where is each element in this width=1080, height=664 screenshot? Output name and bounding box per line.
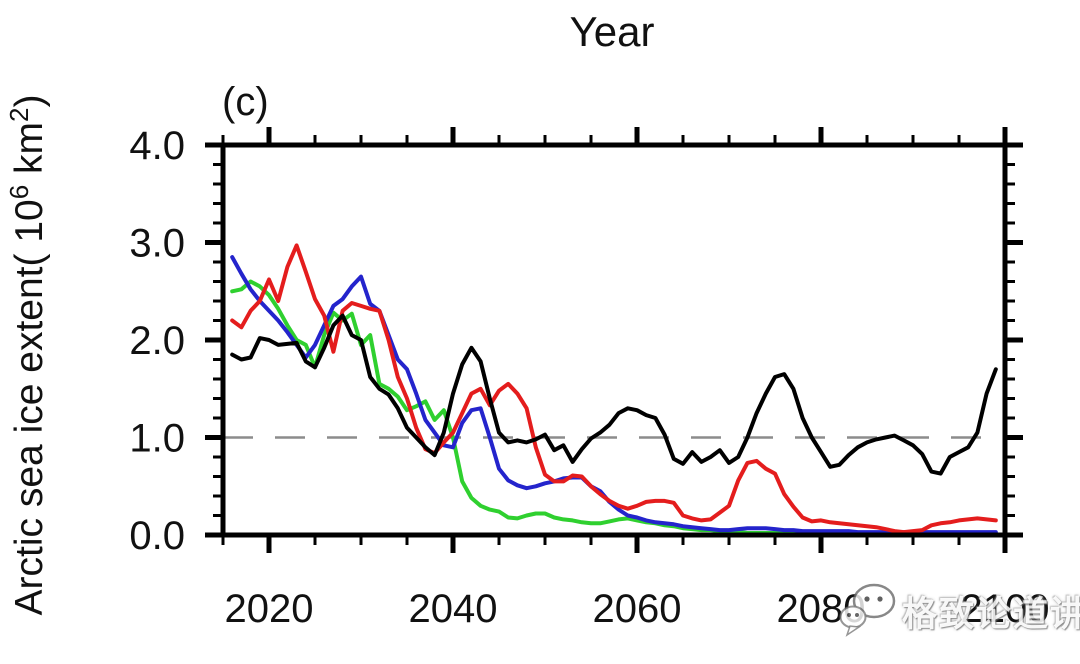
y-axis-label: Arctic sea ice extent( 106 km2)	[4, 94, 52, 616]
y-axis-label-unit: km	[8, 121, 51, 185]
x-tick-label: 2060	[593, 587, 682, 631]
series-line-black	[230, 313, 998, 476]
y-tick-label: 0.0	[129, 514, 185, 558]
y-axis-label-suffix: )	[8, 94, 51, 108]
x-tick-label: 2100	[961, 587, 1050, 631]
plot-frame	[220, 142, 1008, 538]
panel-label: (c)	[222, 80, 269, 124]
series-line-red	[230, 243, 998, 535]
y-tick-label: 4.0	[129, 124, 185, 168]
y-axis-label-unit-exponent: 2	[4, 107, 34, 122]
y-tick-label: 2.0	[129, 319, 185, 363]
axis-ticks	[205, 127, 1023, 553]
watermark-text: 格致论道讲坛	[902, 595, 1080, 634]
x-tick-label: 2020	[225, 587, 314, 631]
y-axis-label-prefix: Arctic sea ice extent( 10	[8, 199, 51, 616]
y-axis-label-exponent: 6	[4, 184, 34, 200]
y-tick-label: 3.0	[129, 222, 185, 266]
y-tick-label: 1.0	[129, 417, 185, 461]
wechat-icon	[838, 580, 896, 643]
watermark: 格致论道讲坛	[838, 580, 1080, 643]
chart-title: Year	[569, 8, 655, 55]
series-line-blue	[230, 255, 998, 535]
series-line-green	[230, 279, 998, 535]
x-tick-label: 2040	[409, 587, 498, 631]
